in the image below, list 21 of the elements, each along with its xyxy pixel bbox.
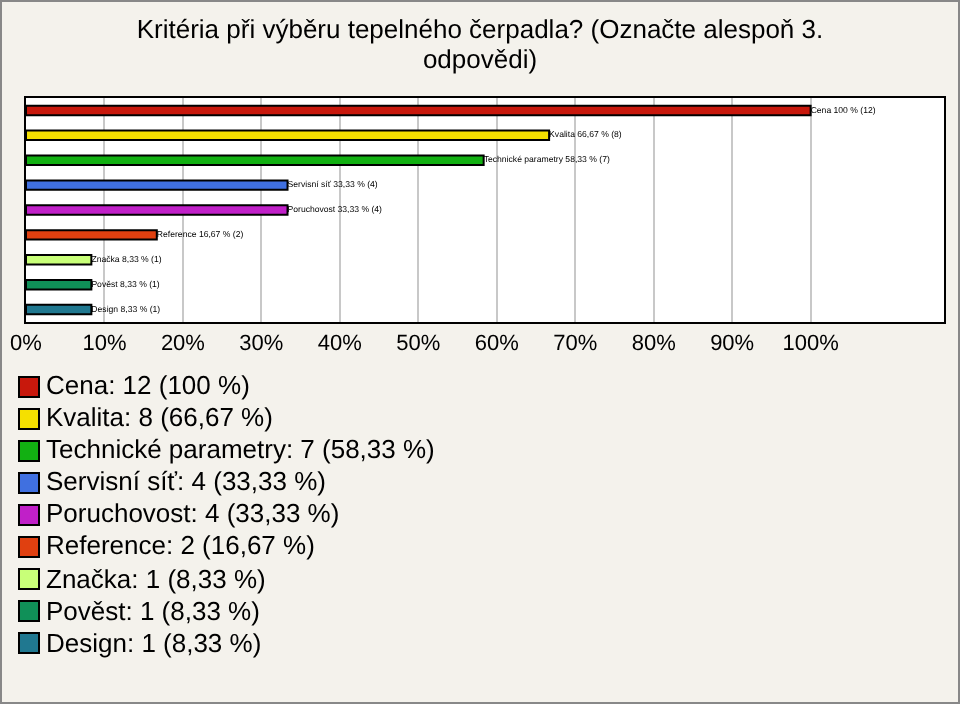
text: Design: 1 (8,33 %) — [46, 627, 262, 660]
x-tick-label: 60% — [474, 332, 520, 357]
text: Kvalita: 8 (66,67 %) — [46, 402, 273, 435]
x-tick-label: 50% — [396, 332, 441, 357]
x-tick-label: 10% — [82, 332, 127, 357]
x-tick-label: 0% — [10, 332, 43, 357]
x-tick-label: 40% — [317, 332, 363, 357]
x-tick-label: 20% — [160, 332, 206, 357]
x-tick-label: 90% — [710, 332, 755, 357]
x-tick-label: 100% — [782, 332, 840, 357]
text: Pověst: 1 (8,33 %) — [46, 595, 260, 628]
text: Technické parametry: 7 (58,33 %) — [46, 434, 435, 467]
x-tick-label: 30% — [239, 332, 284, 357]
x-tick-label: 80% — [631, 332, 677, 357]
text: Servisní síť: 4 (33,33 %) — [46, 466, 326, 499]
text: Reference: 2 (16,67 %) — [46, 530, 315, 564]
text: Cena: 12 (100 %) — [46, 370, 250, 403]
x-tick-label: 70% — [553, 332, 598, 357]
text: Značka: 1 (8,33 %) — [46, 563, 266, 596]
text: Poruchovost: 4 (33,33 %) — [46, 498, 340, 531]
chart-title: Kritéria při výběru tepelného čerpadla? (Označte alespoň 3. odpovědi) — [134, 14, 826, 74]
